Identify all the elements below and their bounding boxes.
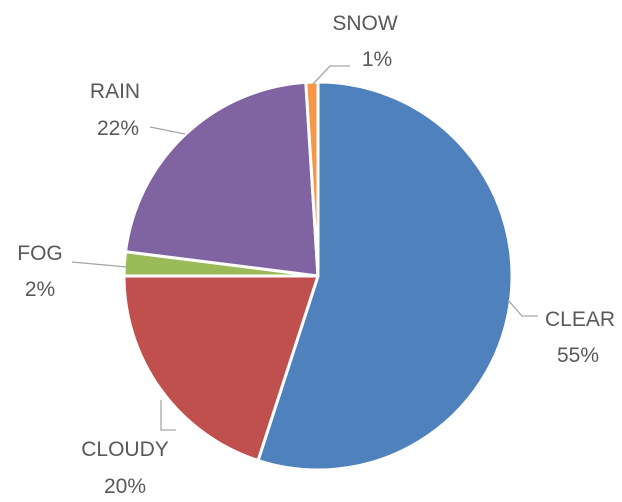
rain-leader-line	[149, 126, 186, 135]
cloudy-percent-label: 20%	[104, 475, 146, 498]
clear-leader-line	[507, 299, 538, 317]
pie-slice-clear	[256, 80, 514, 472]
cloudy-category-label: CLOUDY	[81, 438, 169, 461]
fog-leader-line	[71, 261, 128, 268]
pie-slice-rain	[124, 80, 320, 278]
snow-percent-label: 1%	[362, 48, 392, 71]
pie-slice-snow	[304, 80, 320, 278]
fog-percent-label: 2%	[25, 278, 55, 301]
rain-category-label: RAIN	[90, 80, 140, 103]
pie-slice-cloudy	[122, 274, 320, 462]
clear-category-label: CLEAR	[545, 308, 615, 331]
snow-leader-line	[312, 65, 350, 85]
rain-percent-label: 22%	[97, 117, 139, 140]
clear-percent-label: 55%	[557, 344, 599, 367]
fog-category-label: FOG	[17, 242, 63, 265]
snow-category-label: SNOW	[332, 12, 398, 35]
cloudy-leader-line	[160, 400, 176, 431]
pie-slices	[122, 80, 514, 472]
